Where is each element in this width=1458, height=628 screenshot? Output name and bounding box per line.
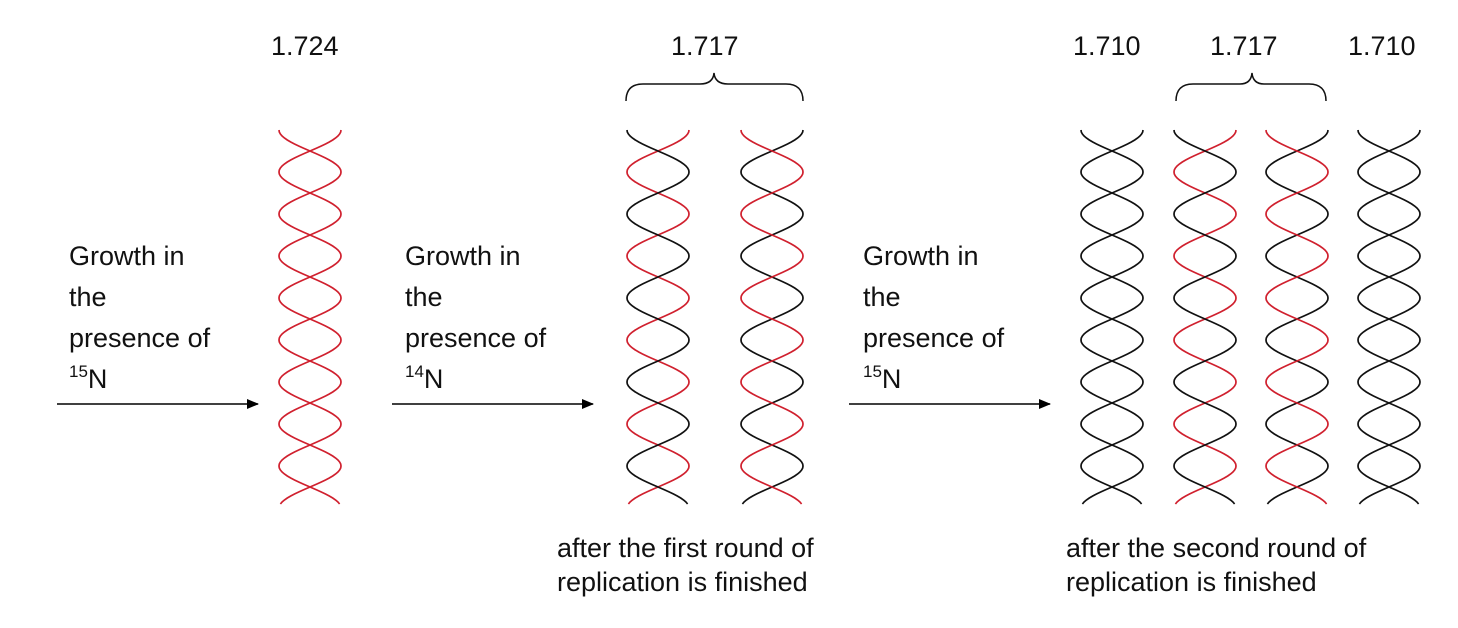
- helix-round1-b: [740, 129, 804, 505]
- helix-strand-b: [278, 129, 342, 505]
- growth-step-line: the: [69, 282, 107, 312]
- growth-step-line: the: [405, 282, 443, 312]
- caption-round2: after the second round of replication is…: [1066, 531, 1366, 599]
- caption-line: after the second round of: [1066, 533, 1367, 563]
- growth-step-line: presence of: [405, 323, 547, 353]
- helix-round2-d: [1357, 129, 1421, 505]
- helix-round1-a: [626, 129, 690, 505]
- isotope-label: 14N: [405, 359, 546, 400]
- growth-step-3: Growth in the presence of 15N: [863, 236, 1004, 400]
- isotope-mass: 15: [69, 362, 88, 381]
- helix-strand-a: [626, 129, 690, 505]
- helix-round2-a: [1080, 129, 1144, 505]
- helix-strand-b: [1080, 129, 1144, 505]
- growth-step-line: Growth in: [863, 241, 979, 271]
- isotope-element: N: [881, 364, 902, 394]
- isotope-label: 15N: [863, 359, 1004, 400]
- caption-line: after the first round of: [557, 533, 814, 563]
- helix-parental: [278, 129, 342, 505]
- growth-step-line: presence of: [69, 323, 211, 353]
- growth-step-2: Growth in the presence of 14N: [405, 236, 546, 400]
- growth-step-1: Growth in the presence of 15N: [69, 236, 210, 400]
- isotope-mass: 14: [405, 362, 424, 381]
- helix-strand-b: [1173, 129, 1237, 505]
- caption-round1: after the first round of replication is …: [557, 531, 814, 599]
- isotope-element: N: [423, 364, 444, 394]
- helix-round2-b: [1173, 129, 1237, 505]
- density-label-round2-right: 1.710: [1348, 31, 1416, 61]
- density-label-round2-left: 1.710: [1073, 31, 1141, 61]
- helix-strand-a: [1080, 129, 1144, 505]
- helix-strand-b: [740, 129, 804, 505]
- brace-round2: [1175, 72, 1327, 102]
- isotope-mass: 15: [863, 362, 882, 381]
- helix-strand-a: [278, 129, 342, 505]
- isotope-element: N: [87, 364, 108, 394]
- isotope-label: 15N: [69, 359, 210, 400]
- helix-round2-c: [1265, 129, 1329, 505]
- helix-strand-b: [1357, 129, 1421, 505]
- growth-step-line: Growth in: [405, 241, 521, 271]
- helix-strand-a: [1357, 129, 1421, 505]
- helix-strand-a: [1265, 129, 1329, 505]
- caption-line: replication is finished: [1066, 567, 1317, 597]
- helix-strand-a: [1173, 129, 1237, 505]
- helix-strand-b: [626, 129, 690, 505]
- density-label-initial: 1.724: [271, 31, 339, 61]
- brace-round1: [625, 72, 804, 102]
- growth-step-line: Growth in: [69, 241, 185, 271]
- density-label-round2-middle: 1.717: [1210, 31, 1278, 61]
- caption-line: replication is finished: [557, 567, 808, 597]
- helix-strand-a: [740, 129, 804, 505]
- growth-step-line: presence of: [863, 323, 1005, 353]
- growth-step-line: the: [863, 282, 901, 312]
- density-label-round1: 1.717: [671, 31, 739, 61]
- helix-strand-b: [1265, 129, 1329, 505]
